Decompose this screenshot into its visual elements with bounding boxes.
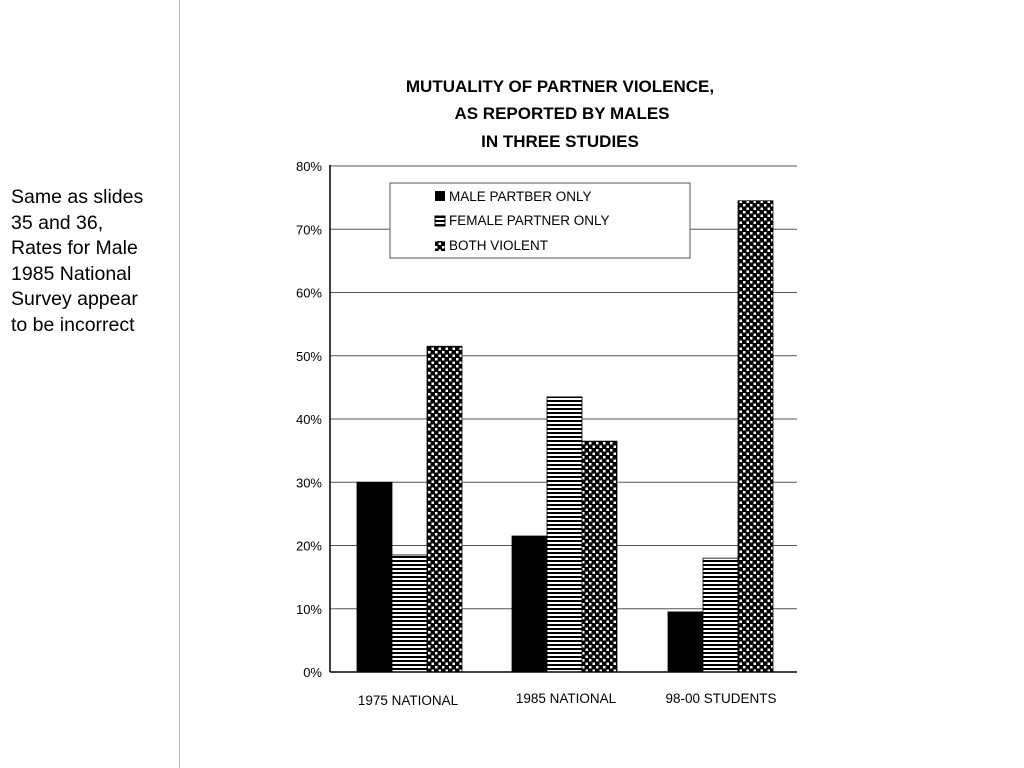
- legend-swatch-checker: [435, 241, 445, 251]
- legend-label: MALE PARTBER ONLY: [449, 189, 592, 204]
- legend-label: FEMALE PARTNER ONLY: [449, 213, 610, 228]
- y-tick-label: 20%: [296, 539, 322, 554]
- bar-solid: [667, 611, 704, 673]
- side-note-line: Rates for Male: [11, 237, 138, 260]
- chart-title-line-3: IN THREE STUDIES: [481, 132, 639, 151]
- bar-horizontal-lines: [546, 396, 583, 673]
- slide-divider-line: [179, 0, 180, 768]
- y-tick-label: 30%: [296, 475, 322, 490]
- side-note-line: to be incorrect: [11, 313, 135, 336]
- side-note: Same as slides 35 and 36, Rates for Male…: [11, 185, 191, 339]
- bar-horizontal-lines: [391, 554, 428, 673]
- y-tick-label: 80%: [296, 159, 322, 174]
- y-tick-label: 40%: [296, 412, 322, 427]
- bar-solid: [356, 481, 393, 673]
- x-category-label: 1975 NATIONAL: [358, 693, 459, 708]
- legend: MALE PARTBER ONLY FEMALE PARTNER ONLY BO…: [389, 182, 691, 259]
- chart-title-line-1: MUTUALITY OF PARTNER VIOLENCE,: [406, 77, 714, 96]
- legend-swatch-lines: [434, 215, 446, 227]
- y-tick-label: 60%: [296, 286, 322, 301]
- x-category-label: 98-00 STUDENTS: [665, 691, 776, 706]
- y-tick-label: 10%: [296, 602, 322, 617]
- y-tick-label: 0%: [303, 665, 322, 680]
- side-note-line: 35 and 36,: [11, 211, 104, 234]
- bars: [356, 200, 774, 673]
- y-tick-label: 70%: [296, 222, 322, 237]
- side-note-line: Survey appear: [11, 288, 138, 311]
- bar-checker: [737, 200, 774, 673]
- side-note-line: 1985 National: [11, 262, 132, 285]
- bar-checker: [426, 345, 463, 673]
- y-axis-ticks: 0% 10% 20% 30% 40% 50% 60% 70% 80%: [296, 159, 322, 680]
- bar-checker: [581, 440, 618, 673]
- side-note-line: Same as slides: [11, 186, 144, 208]
- legend-swatch-solid: [435, 191, 445, 201]
- chart-title-line-2: AS REPORTED BY MALES: [454, 104, 669, 123]
- x-category-label: 1985 NATIONAL: [516, 691, 617, 706]
- bar-solid: [511, 535, 548, 673]
- bar-horizontal-lines: [702, 557, 739, 673]
- y-tick-label: 50%: [296, 349, 322, 364]
- legend-label: BOTH VIOLENT: [449, 238, 548, 253]
